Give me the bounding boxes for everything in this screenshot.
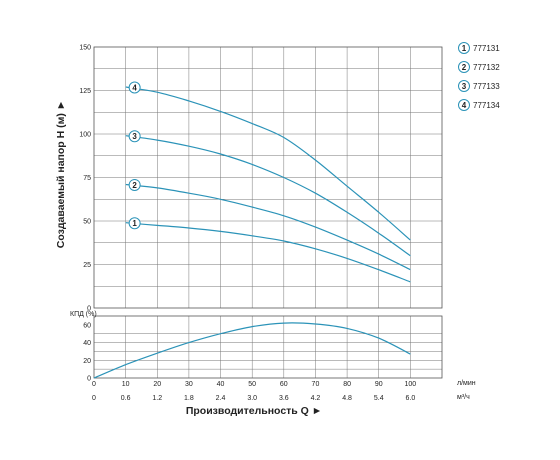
head-y-tick-label: 25 <box>83 262 91 269</box>
legend-item-label: 777134 <box>473 101 500 110</box>
legend-marker-label-4: 4 <box>462 101 467 110</box>
head-y-tick-label: 150 <box>79 45 91 52</box>
legend-marker-2 <box>458 61 470 73</box>
curve-marker-3 <box>128 130 141 143</box>
x-axis-title: Производительность Q ► <box>186 405 322 417</box>
eff-y-tick-label: 60 <box>83 322 91 329</box>
legend-marker-label-3: 3 <box>462 82 467 91</box>
x-tick-label-lmin: 50 <box>248 381 256 388</box>
x-tick-label-m3h: 3.0 <box>247 395 257 402</box>
legend-marker-4 <box>458 99 470 111</box>
x-tick-label-lmin: 90 <box>375 381 383 388</box>
curve-marker-2 <box>128 178 141 191</box>
head-y-tick-label: 0 <box>87 306 91 313</box>
curve-marker-1 <box>128 217 141 230</box>
head-y-tick-label: 50 <box>83 219 91 226</box>
head-y-tick-label: 125 <box>79 88 91 95</box>
x-tick-label-m3h: 0 <box>92 395 96 402</box>
x-tick-label-m3h: 0.6 <box>121 395 131 402</box>
x-tick-label-lmin: 40 <box>217 381 225 388</box>
head-curves: 1 2 3 4 <box>125 81 411 283</box>
eff-y-tick-label: 0 <box>87 376 91 383</box>
x-tick-label-lmin: 70 <box>312 381 320 388</box>
x-tick-label-m3h: 4.2 <box>311 395 321 402</box>
unit-lmin-label: л/мин <box>457 380 476 387</box>
x-tick-label-m3h: 6.0 <box>405 395 415 402</box>
head-plot-grid: 0 25 50 75 100 125 150 <box>79 45 443 313</box>
legend-item-label: 777131 <box>473 44 500 53</box>
y-axis-title: Создаваемый напор Н (м) ► <box>55 100 67 248</box>
head-curve-1 <box>125 222 411 283</box>
head-y-tick-label: 75 <box>83 175 91 182</box>
x-tick-label-lmin: 10 <box>122 381 130 388</box>
legend-item-label: 777133 <box>473 82 500 91</box>
curve-marker-label-4: 4 <box>132 84 137 93</box>
curve-marker-label-2: 2 <box>132 181 137 190</box>
x-tick-label-lmin: 30 <box>185 381 193 388</box>
legend-marker-label-1: 1 <box>462 44 467 53</box>
head-curve-4 <box>125 86 411 241</box>
legend-item-label: 777132 <box>473 63 500 72</box>
x-tick-label-lmin: 100 <box>405 381 417 388</box>
curve-marker-4 <box>128 81 141 94</box>
x-tick-label-lmin: 20 <box>153 381 161 388</box>
x-tick-label-lmin: 60 <box>280 381 288 388</box>
x-tick-label-m3h: 1.8 <box>184 395 194 402</box>
head-curve-3 <box>125 135 411 257</box>
curve-marker-label-3: 3 <box>132 132 137 141</box>
eff-y-tick-label: 20 <box>83 358 91 365</box>
x-tick-label-lmin: 80 <box>343 381 351 388</box>
efficiency-curve-group <box>93 322 411 379</box>
x-tick-label-lmin: 0 <box>92 381 96 388</box>
head-curve-2 <box>125 183 411 271</box>
curve-marker-label-1: 1 <box>132 219 137 228</box>
efficiency-plot-grid: 0 20 40 60 <box>83 315 443 383</box>
head-frame <box>93 46 443 309</box>
legend-marker-3 <box>458 80 470 92</box>
eff-frame <box>93 315 443 379</box>
x-tick-label-m3h: 2.4 <box>216 395 226 402</box>
head-y-tick-label: 100 <box>79 132 91 139</box>
legend: 1 777131 2 777132 3 777133 4 777134 <box>458 42 500 111</box>
x-tick-label-m3h: 1.2 <box>152 395 162 402</box>
legend-marker-label-2: 2 <box>462 63 467 72</box>
efficiency-curve <box>93 322 411 379</box>
eff-y-tick-label: 40 <box>83 340 91 347</box>
kpd-axis-label: КПД (%) <box>70 311 97 318</box>
legend-marker-1 <box>458 42 470 54</box>
unit-m3h-label: м³/ч <box>457 394 470 401</box>
x-tick-label-m3h: 4.8 <box>342 395 352 402</box>
x-tick-label-m3h: 5.4 <box>374 395 384 402</box>
x-axis-ticks: 0 0 10 0.6 20 1.2 30 1.8 40 2.4 50 3.0 60 3.6 70 4.2 80 4… <box>92 381 416 402</box>
x-tick-label-m3h: 3.6 <box>279 395 289 402</box>
